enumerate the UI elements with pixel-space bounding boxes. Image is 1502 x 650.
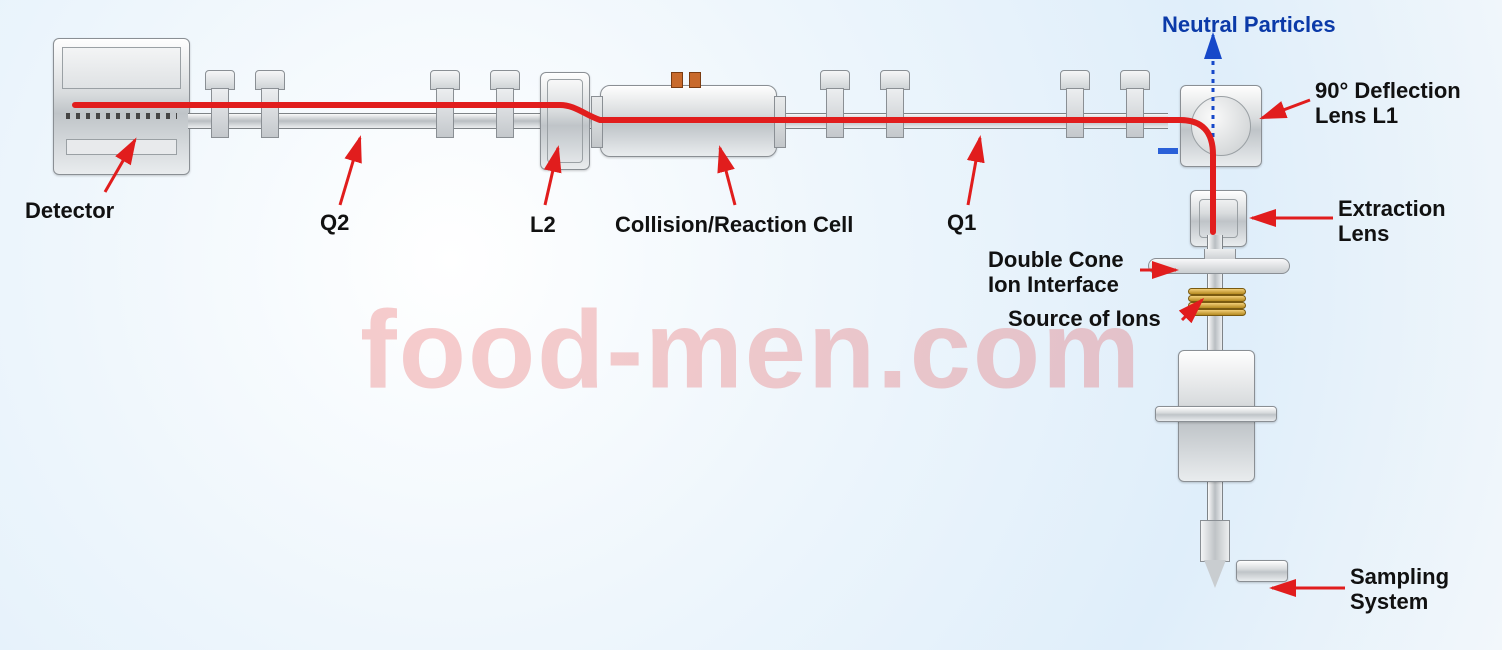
l2-lens-housing: [540, 72, 590, 170]
mount-bracket: [1060, 70, 1090, 138]
detector-housing: [53, 38, 190, 175]
diagram-stage: food-men.com: [0, 0, 1502, 650]
label-l2: L2: [530, 212, 556, 237]
label-detector: Detector: [25, 198, 114, 223]
collision-reaction-cell: [600, 85, 777, 157]
label-sampling-system: Sampling System: [1350, 564, 1449, 615]
mount-bracket: [205, 70, 235, 138]
label-collision-cell: Collision/Reaction Cell: [615, 212, 853, 237]
label-extraction-lens: Extraction Lens: [1338, 196, 1446, 247]
mount-bracket: [820, 70, 850, 138]
mount-bracket: [880, 70, 910, 138]
sampling-side-port: [1236, 560, 1288, 582]
mount-bracket: [255, 70, 285, 138]
mount-flange: [1155, 406, 1277, 422]
deflection-lens-l1: [1180, 85, 1262, 167]
label-neutral-particles: Neutral Particles: [1162, 12, 1336, 37]
double-cone-interface: [1148, 258, 1290, 274]
mount-bracket: [490, 70, 520, 138]
label-ion-source: Source of Ions: [1008, 306, 1161, 331]
arrow-deflection: [1262, 100, 1310, 118]
mount-bracket: [1120, 70, 1150, 138]
label-q2: Q2: [320, 210, 349, 235]
ion-source-rf-coil: [1188, 288, 1246, 314]
arrow-q1: [968, 138, 980, 205]
label-double-cone: Double Cone Ion Interface: [988, 247, 1124, 298]
sampling-system-tip: [1200, 520, 1230, 590]
port-marker: [1158, 148, 1178, 154]
mount-bracket: [430, 70, 460, 138]
arrow-q2: [340, 138, 360, 205]
label-q1: Q1: [947, 210, 976, 235]
label-deflection-lens: 90° Deflection Lens L1: [1315, 78, 1461, 129]
